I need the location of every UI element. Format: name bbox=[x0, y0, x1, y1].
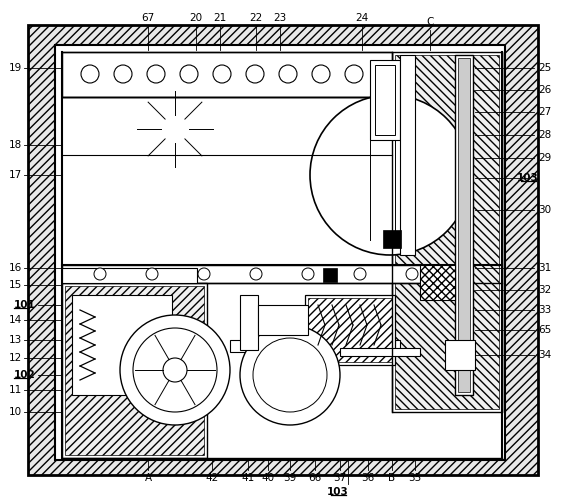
Text: 36: 36 bbox=[361, 473, 374, 483]
Circle shape bbox=[354, 268, 366, 280]
Text: 39: 39 bbox=[283, 473, 297, 483]
Circle shape bbox=[198, 268, 210, 280]
Bar bbox=[305, 295, 395, 365]
Circle shape bbox=[250, 268, 262, 280]
Text: B: B bbox=[388, 473, 396, 483]
Text: 103: 103 bbox=[327, 487, 349, 497]
Circle shape bbox=[133, 328, 217, 412]
Text: 26: 26 bbox=[538, 85, 551, 95]
Bar bbox=[65, 286, 204, 455]
Text: 24: 24 bbox=[355, 13, 369, 23]
Text: 31: 31 bbox=[538, 263, 551, 273]
Text: 20: 20 bbox=[189, 13, 203, 23]
Text: 25: 25 bbox=[538, 63, 551, 73]
Circle shape bbox=[302, 268, 314, 280]
Circle shape bbox=[246, 65, 264, 83]
Text: 102: 102 bbox=[14, 370, 35, 380]
Bar bbox=[340, 348, 420, 356]
Circle shape bbox=[406, 268, 418, 280]
Circle shape bbox=[213, 65, 231, 83]
Text: 11: 11 bbox=[9, 385, 22, 395]
Bar bbox=[72, 295, 172, 395]
Text: 19: 19 bbox=[9, 63, 22, 73]
Text: 37: 37 bbox=[333, 473, 347, 483]
Text: 41: 41 bbox=[242, 473, 254, 483]
Circle shape bbox=[94, 268, 106, 280]
Bar bbox=[420, 265, 455, 300]
Bar bbox=[323, 268, 337, 282]
Bar bbox=[445, 340, 475, 370]
Text: 65: 65 bbox=[538, 325, 551, 335]
Bar bbox=[258, 305, 308, 335]
Text: 10: 10 bbox=[9, 407, 22, 417]
Text: C: C bbox=[426, 17, 434, 27]
Bar bbox=[62, 265, 462, 283]
Bar bbox=[55, 45, 505, 460]
Bar bbox=[62, 283, 207, 458]
Text: 34: 34 bbox=[538, 350, 551, 360]
Text: 30: 30 bbox=[538, 205, 551, 215]
Text: 16: 16 bbox=[9, 263, 22, 273]
Text: 29: 29 bbox=[538, 153, 551, 163]
Text: 101: 101 bbox=[14, 300, 35, 310]
Text: 17: 17 bbox=[9, 170, 22, 180]
Bar bbox=[395, 55, 499, 409]
Circle shape bbox=[120, 315, 230, 425]
Bar bbox=[62, 268, 197, 283]
Text: 67: 67 bbox=[141, 13, 155, 23]
Text: 32: 32 bbox=[538, 285, 551, 295]
Circle shape bbox=[146, 268, 158, 280]
Circle shape bbox=[310, 95, 470, 255]
Circle shape bbox=[253, 338, 327, 412]
Bar bbox=[392, 52, 502, 412]
Text: 40: 40 bbox=[261, 473, 275, 483]
Circle shape bbox=[163, 358, 187, 382]
Circle shape bbox=[81, 65, 99, 83]
Bar bbox=[370, 60, 400, 140]
Text: 35: 35 bbox=[408, 473, 422, 483]
Text: 33: 33 bbox=[538, 305, 551, 315]
Circle shape bbox=[345, 65, 363, 83]
Text: 103: 103 bbox=[517, 173, 539, 183]
Bar bbox=[230, 340, 400, 352]
Text: 28: 28 bbox=[538, 130, 551, 140]
Circle shape bbox=[279, 65, 297, 83]
Bar bbox=[455, 55, 473, 395]
Text: 22: 22 bbox=[249, 13, 262, 23]
Bar bbox=[375, 65, 395, 135]
Text: 14: 14 bbox=[9, 315, 22, 325]
Circle shape bbox=[114, 65, 132, 83]
Bar bbox=[458, 58, 470, 392]
Text: 66: 66 bbox=[309, 473, 321, 483]
Bar bbox=[62, 52, 392, 97]
Circle shape bbox=[180, 65, 198, 83]
Text: 23: 23 bbox=[274, 13, 287, 23]
Text: A: A bbox=[145, 473, 151, 483]
Circle shape bbox=[240, 325, 340, 425]
Text: 12: 12 bbox=[9, 353, 22, 363]
Circle shape bbox=[147, 65, 165, 83]
Text: 15: 15 bbox=[9, 280, 22, 290]
Text: 42: 42 bbox=[205, 473, 218, 483]
Text: 27: 27 bbox=[538, 107, 551, 117]
Text: 13: 13 bbox=[9, 335, 22, 345]
Bar bbox=[240, 295, 258, 350]
Text: 18: 18 bbox=[9, 140, 22, 150]
Circle shape bbox=[312, 65, 330, 83]
Bar bbox=[383, 230, 401, 248]
Bar bbox=[400, 55, 415, 255]
Text: 21: 21 bbox=[213, 13, 227, 23]
Bar bbox=[308, 298, 392, 362]
